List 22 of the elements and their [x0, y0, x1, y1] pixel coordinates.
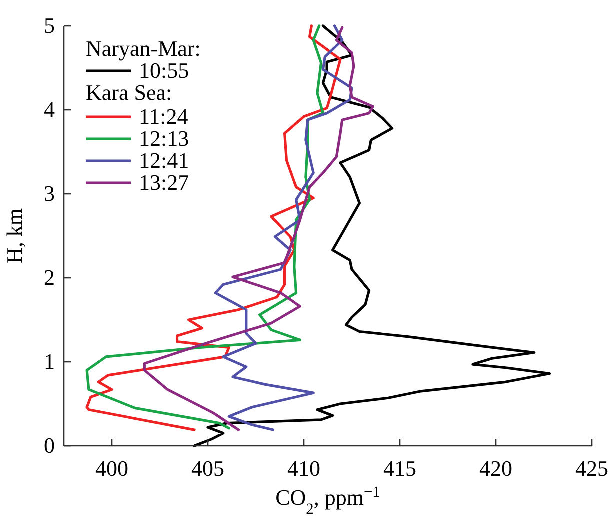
x-tick-label: 410 — [288, 456, 320, 481]
legend-label: 12:13 — [139, 126, 190, 151]
annotation: Kara Sea: — [86, 80, 172, 105]
x-tick-label: 425 — [576, 456, 608, 481]
legend-label: 13:27 — [139, 170, 190, 195]
y-tick-label: 1 — [44, 349, 55, 374]
y-axis-title: H, km — [2, 208, 27, 264]
y-tick-label: 2 — [44, 265, 55, 290]
legend-label: 12:41 — [139, 148, 190, 173]
x-tick-label: 405 — [192, 456, 224, 481]
legend-label: 10:55 — [139, 58, 190, 83]
x-tick-label: 400 — [96, 456, 128, 481]
legend-label: 11:24 — [139, 104, 188, 129]
x-tick-label: 420 — [480, 456, 512, 481]
x-axis-title: CO$_{2}$, ppm$^{−1}$ — [276, 484, 380, 517]
y-tick-label: 0 — [44, 433, 55, 458]
y-tick-label: 5 — [44, 13, 55, 38]
y-tick-label: 4 — [44, 97, 55, 122]
annotation: Naryan-Mar: — [86, 36, 201, 61]
y-tick-label: 3 — [44, 181, 55, 206]
line-series — [214, 24, 354, 432]
x-tick-label: 415 — [384, 456, 416, 481]
